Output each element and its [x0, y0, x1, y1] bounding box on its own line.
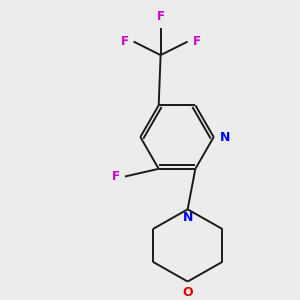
Text: F: F — [112, 170, 120, 183]
Text: N: N — [182, 211, 193, 224]
Text: F: F — [121, 35, 129, 48]
Text: N: N — [220, 130, 230, 143]
Text: O: O — [182, 286, 193, 299]
Text: F: F — [193, 35, 200, 48]
Text: F: F — [157, 10, 165, 23]
